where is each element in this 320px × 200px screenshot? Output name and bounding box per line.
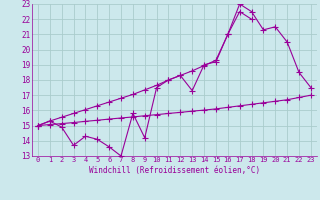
X-axis label: Windchill (Refroidissement éolien,°C): Windchill (Refroidissement éolien,°C) <box>89 166 260 175</box>
